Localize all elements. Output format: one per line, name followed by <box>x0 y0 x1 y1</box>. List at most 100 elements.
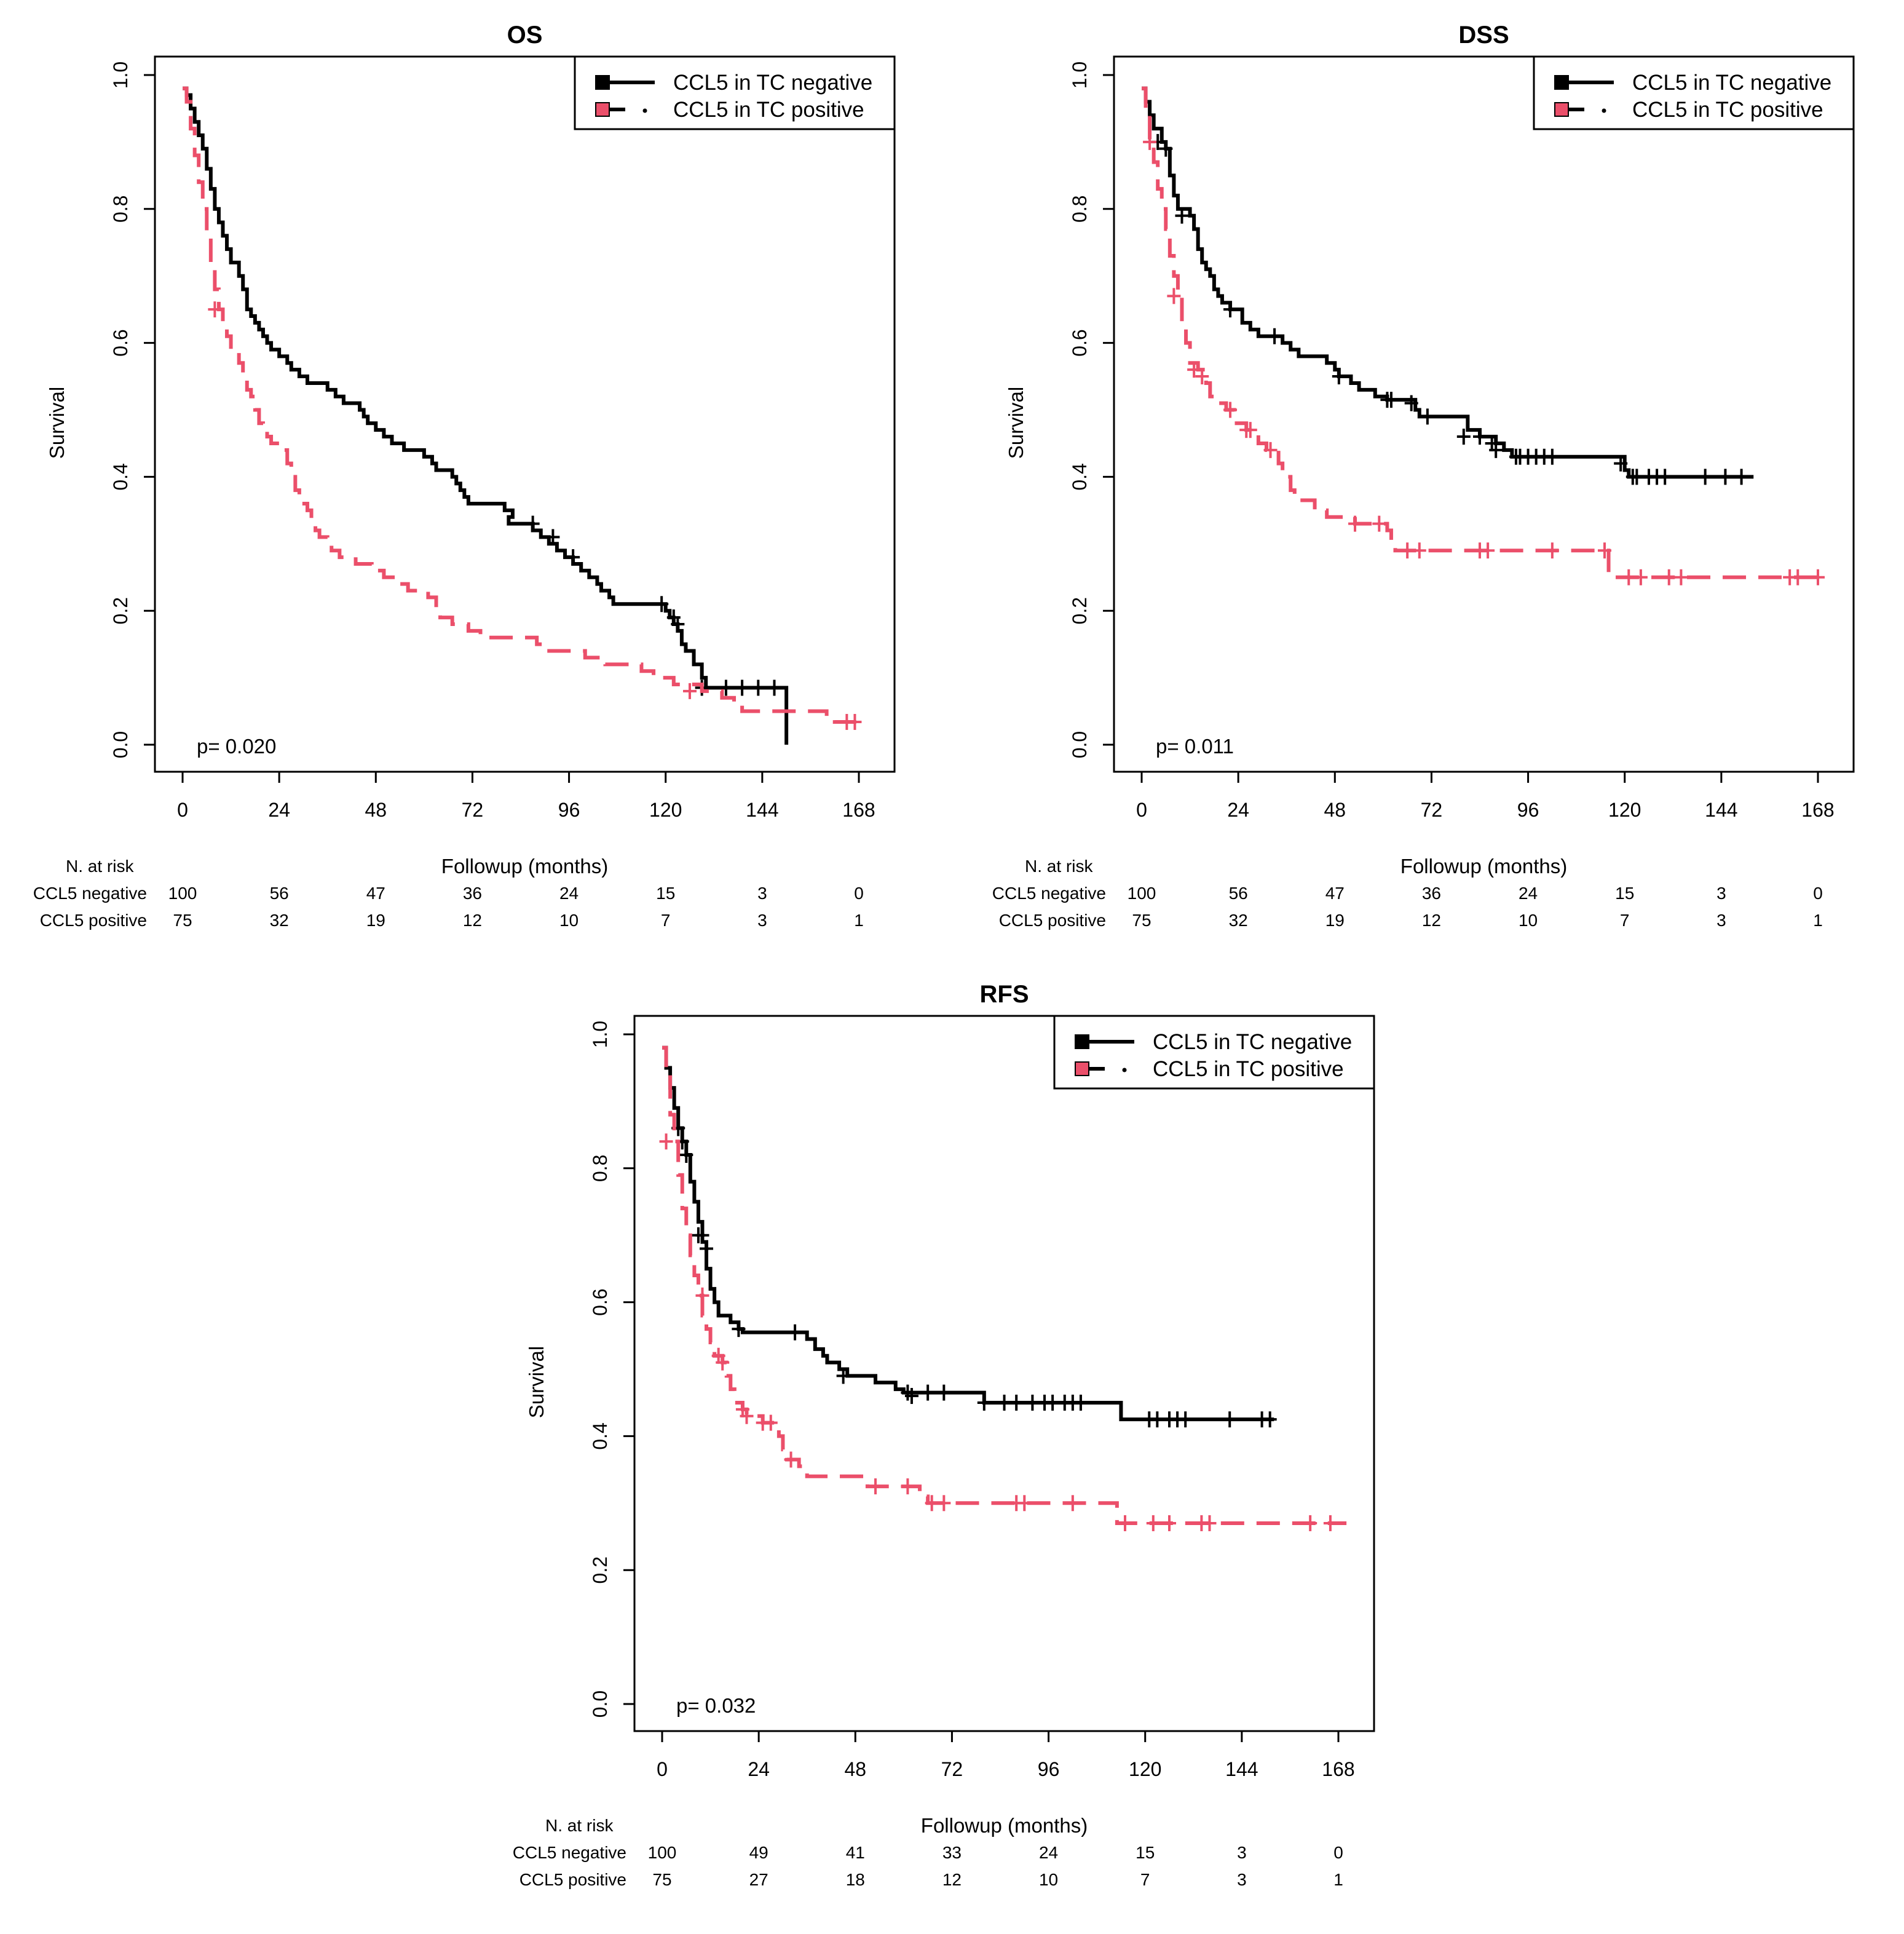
risk-value: 12 <box>463 911 482 930</box>
risk-value: 3 <box>1237 1843 1247 1862</box>
risk-row-label: CCL5 positive <box>999 911 1106 930</box>
censor-mark-negative <box>904 1388 918 1405</box>
x-tick-label: 96 <box>1038 1758 1060 1780</box>
risk-row-label: CCL5 negative <box>513 1843 626 1862</box>
legend-item-negative <box>1075 1034 1134 1049</box>
censor-mark-negative <box>1420 408 1434 425</box>
risk-value: 32 <box>270 911 289 930</box>
censor-mark-positive <box>1303 1515 1317 1531</box>
censor-mark-negative <box>1545 448 1559 465</box>
censor-mark-positive <box>1372 515 1386 532</box>
risk-value: 0 <box>1813 884 1823 903</box>
censor-mark-negative <box>1046 1394 1060 1411</box>
censor-mark-negative <box>1268 328 1282 344</box>
censor-mark-positive <box>1481 542 1495 559</box>
legend-label-positive: CCL5 in TC positive <box>1632 98 1823 122</box>
censor-mark-negative <box>1630 469 1644 485</box>
censor-mark-negative <box>1025 1394 1040 1411</box>
risk-value: 1 <box>1333 1870 1343 1889</box>
risk-value: 0 <box>854 884 864 903</box>
censor-mark-positive <box>937 1495 951 1512</box>
censor-mark-negative <box>671 616 685 632</box>
risk-value: 100 <box>1128 884 1156 903</box>
plot-frame <box>633 1015 1375 1732</box>
censor-mark-positive <box>869 1478 883 1495</box>
censor-mark-negative <box>1332 368 1346 385</box>
x-tick-label: 72 <box>1421 799 1443 821</box>
censor-mark-negative <box>751 680 765 696</box>
censor-mark-negative <box>767 680 781 696</box>
censor-mark-positive <box>925 1495 939 1512</box>
censor-mark-negative <box>1009 1394 1024 1411</box>
censor-mark-positive <box>1400 542 1415 559</box>
risk-value: 3 <box>1716 911 1726 930</box>
y-tick-label: 0.2 <box>109 597 132 624</box>
legend-item-positive <box>1075 1061 1127 1076</box>
y-tick-label: 0.8 <box>589 1155 611 1182</box>
censor-mark-negative <box>1179 1411 1193 1428</box>
x-tick-label: 168 <box>1322 1758 1354 1780</box>
x-tick-label: 24 <box>748 1758 770 1780</box>
risk-value: 47 <box>1325 884 1345 903</box>
x-axis-label: Followup (months) <box>441 855 608 878</box>
risk-table-header: N. at risk <box>66 857 134 876</box>
censor-mark-positive <box>1243 422 1257 438</box>
x-axis-label: Followup (months) <box>921 1814 1088 1837</box>
censor-mark-negative <box>788 1324 802 1341</box>
risk-value: 75 <box>652 1870 671 1889</box>
censor-mark-negative <box>1223 1411 1237 1428</box>
censor-mark-negative <box>695 1227 709 1243</box>
censor-mark-negative <box>1456 429 1471 445</box>
censor-mark-negative <box>719 680 733 696</box>
censor-mark-positive <box>901 1478 915 1495</box>
censor-mark-positive <box>740 1408 754 1424</box>
censor-mark-negative <box>1384 392 1398 408</box>
y-tick-label: 0.4 <box>589 1422 611 1449</box>
y-tick-label: 0.6 <box>1069 329 1091 356</box>
risk-value: 10 <box>1039 1870 1058 1889</box>
risk-value: 15 <box>1136 1843 1155 1862</box>
legend-box <box>574 55 896 130</box>
censor-mark-negative <box>1658 469 1672 485</box>
censor-mark-positive <box>764 1414 778 1431</box>
km-curve-negative <box>1142 86 1754 479</box>
x-tick-label: 48 <box>844 1758 866 1780</box>
x-tick-label: 0 <box>177 799 188 821</box>
x-tick-label: 168 <box>1801 799 1834 821</box>
p-value: p= 0.032 <box>676 1694 756 1717</box>
risk-value: 36 <box>463 884 482 903</box>
censor-mark-negative <box>1698 469 1712 485</box>
censor-mark-negative <box>1150 1411 1164 1428</box>
x-tick-label: 72 <box>462 799 484 821</box>
risk-value: 24 <box>1519 884 1538 903</box>
censor-mark-positive <box>659 1133 673 1150</box>
censor-mark-positive <box>1146 1515 1160 1531</box>
x-tick-label: 144 <box>1705 799 1737 821</box>
censor-mark-positive <box>695 1287 709 1304</box>
x-tick-label: 168 <box>842 799 875 821</box>
plot-frame <box>154 55 896 773</box>
risk-value: 75 <box>173 911 192 930</box>
censor-mark-negative <box>1404 395 1418 411</box>
plot-frame <box>1113 55 1855 773</box>
chart-title: OS <box>507 22 543 49</box>
censor-mark-positive <box>208 301 222 318</box>
risk-value: 1 <box>854 911 864 930</box>
risk-value: 100 <box>168 884 197 903</box>
legend-label-negative: CCL5 in TC negative <box>1632 71 1831 95</box>
censor-mark-positive <box>1065 1495 1080 1512</box>
p-value: p= 0.011 <box>1156 735 1234 758</box>
y-tick-label: 0.0 <box>1069 731 1091 758</box>
censor-mark-negative <box>1073 1394 1088 1411</box>
censor-mark-negative <box>1263 1411 1277 1428</box>
y-tick-label: 0.2 <box>589 1556 611 1583</box>
y-tick-label: 0.0 <box>589 1690 611 1718</box>
risk-value: 24 <box>559 884 579 903</box>
censor-mark-negative <box>700 1240 714 1257</box>
censor-mark-negative <box>1718 469 1732 485</box>
km-curve-positive <box>1142 86 1818 579</box>
censor-mark-negative <box>1734 469 1748 485</box>
censor-mark-positive <box>784 1451 798 1468</box>
